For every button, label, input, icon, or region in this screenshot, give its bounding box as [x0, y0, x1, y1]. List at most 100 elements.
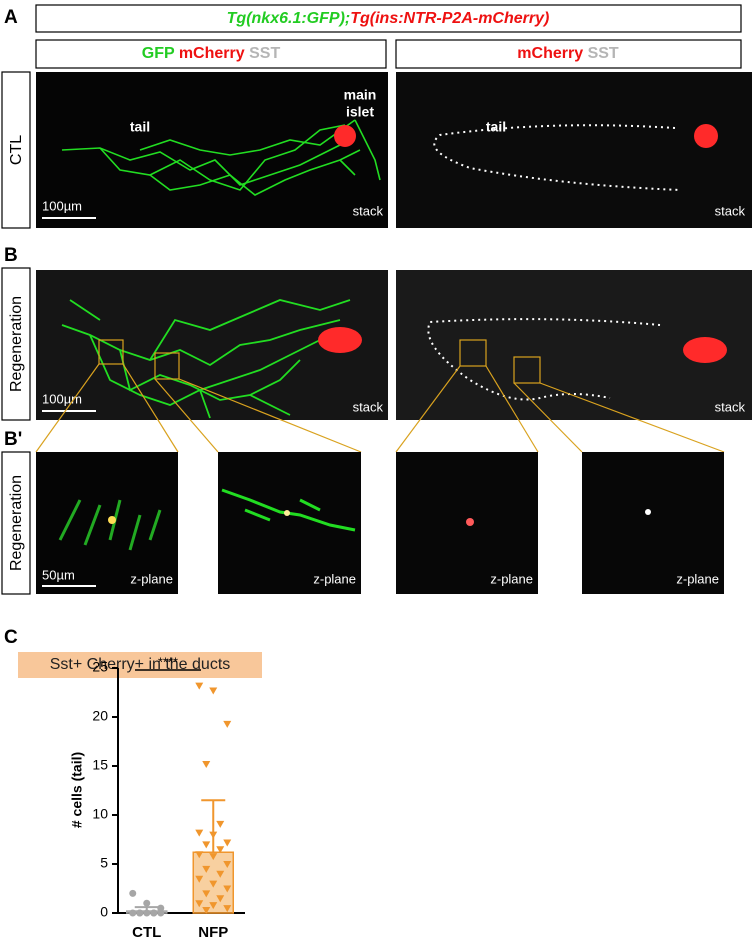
data-point [202, 890, 211, 898]
x-tick-label: CTL [132, 924, 161, 941]
data-point [157, 904, 165, 912]
channel: SST [249, 45, 280, 62]
annotation: stack [353, 203, 384, 218]
cell [645, 509, 651, 515]
gfp-signal [221, 488, 356, 532]
data-point [209, 880, 218, 888]
data-point [202, 865, 211, 873]
error-bar [201, 799, 226, 853]
data-point [195, 851, 204, 859]
row-label: Regeneration [8, 475, 25, 571]
islet [334, 125, 356, 147]
micrograph [36, 72, 388, 228]
data-point [143, 909, 151, 917]
y-tick-label: 0 [100, 904, 108, 920]
title-box [35, 4, 742, 33]
data-point [202, 841, 211, 849]
panel-label: B' [4, 429, 22, 450]
scale-label: 50µm [42, 567, 75, 582]
data-point [195, 900, 204, 908]
data-point [157, 909, 165, 917]
data-point [216, 870, 225, 878]
data-point [223, 720, 232, 728]
channel: mCherry [517, 45, 583, 62]
significance: **** [158, 654, 178, 669]
annotation: tail [130, 119, 150, 135]
annotation: z-plane [313, 571, 356, 586]
islet [694, 124, 718, 148]
zoom-connector [35, 339, 725, 453]
panel-label: C [4, 627, 18, 648]
micrograph [582, 452, 724, 594]
row-box [1, 71, 31, 229]
data-point [209, 687, 218, 695]
x-tick-label: NFP [198, 924, 228, 941]
data-point [223, 861, 232, 868]
panel-label: A [4, 7, 18, 28]
y-axis-label: # cells (tail) [69, 752, 85, 828]
data-point [202, 761, 211, 769]
header: mCherry SST [517, 45, 619, 62]
cell [284, 510, 290, 516]
row-box [1, 267, 31, 421]
data-point [150, 909, 158, 917]
channel: mCherry [179, 45, 245, 62]
gfp-network [61, 299, 351, 419]
annotation: islet [346, 104, 374, 120]
header: GFP mCherry SST [142, 45, 281, 62]
islet [683, 337, 727, 363]
title: Tg(nkx6.1:GFP);Tg(ins:NTR-P2A-mCherry) [227, 10, 550, 27]
cell [466, 518, 474, 526]
data-point [195, 682, 204, 690]
annotation: z-plane [676, 571, 719, 586]
y-tick-label: 20 [92, 708, 108, 724]
data-point [216, 895, 225, 903]
micrograph [218, 452, 361, 594]
data-point [209, 831, 218, 839]
data-point [136, 909, 144, 917]
data-point [223, 885, 232, 893]
annotation: z-plane [490, 571, 533, 586]
data-point [195, 829, 204, 837]
header-box [395, 39, 742, 69]
gfp-network [61, 119, 381, 196]
islet [318, 327, 362, 353]
data-point [195, 875, 204, 883]
data-point [223, 839, 232, 847]
title-part: Tg(ins:NTR-P2A-mCherry) [350, 10, 549, 27]
data-point [209, 902, 218, 910]
channel: SST [588, 45, 619, 62]
scale-label: 100µm [42, 198, 82, 213]
y-tick-label: 25 [92, 659, 108, 675]
chart-title: Sst+ Cherry+ in the ducts [50, 656, 231, 673]
annotation: stack [353, 399, 384, 414]
row-label: Regeneration [8, 296, 25, 392]
annotation: z-plane [130, 571, 173, 586]
data-point [209, 853, 218, 861]
data-point [216, 846, 225, 854]
y-tick-label: 15 [92, 757, 108, 773]
annotation: stack [715, 399, 746, 414]
data-point [202, 907, 211, 915]
y-tick-label: 5 [100, 855, 108, 871]
chart-title-box [18, 652, 262, 678]
chart: 0 5 10 15 20 25 CTL NFP **** [92, 654, 245, 941]
row-label: CTL [8, 135, 25, 165]
cell [108, 516, 116, 524]
header-box [35, 39, 387, 69]
annotation: stack [715, 203, 746, 218]
data-point [223, 905, 232, 913]
y-tick-label: 10 [92, 806, 108, 822]
panel-label: B [4, 245, 18, 266]
scale-label: 100µm [42, 391, 82, 406]
annotation: main [344, 87, 377, 103]
title-part: Tg(nkx6.1:GFP); [227, 10, 351, 27]
annotation: tail [486, 119, 506, 135]
data-point [143, 899, 151, 907]
row-box [1, 451, 31, 595]
channel: GFP [142, 45, 175, 62]
data-point [129, 889, 137, 897]
data-point [129, 909, 137, 917]
tail-outline [427, 318, 661, 401]
micrograph [396, 72, 752, 228]
